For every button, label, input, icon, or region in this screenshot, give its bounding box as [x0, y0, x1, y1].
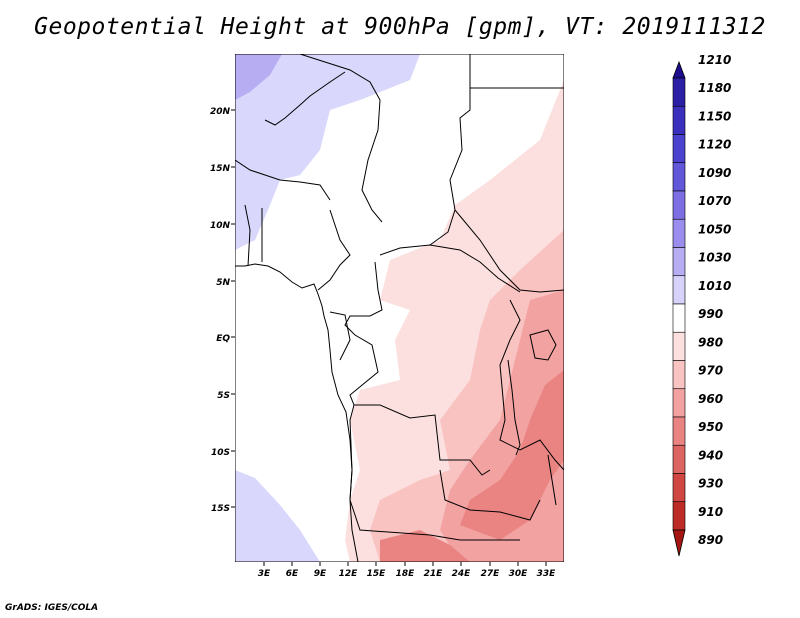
lon-label: 6E	[286, 569, 299, 579]
colorbar-labels: 1210 1180 1150 1120 1090 1070 1050 1030 1010 990 9…	[698, 53, 731, 547]
colorbar-cell	[672, 134, 686, 164]
colorbar-label: 940	[698, 448, 723, 462]
lat-label: 15S	[211, 504, 230, 514]
niger-border	[299, 54, 383, 223]
nigeria-cameroon-border	[317, 209, 351, 291]
lon-label: 30E	[509, 569, 529, 579]
colorbar-label: 1150	[698, 109, 731, 123]
colorbar-cell	[672, 331, 686, 361]
lon-label: 15E	[367, 569, 387, 579]
colorbar-cell	[672, 416, 686, 446]
lon-label: 24E	[452, 569, 472, 579]
lat-axis: 20N 15N 10N 5N EQ 5S 10S 15S	[210, 107, 235, 514]
colorbar-label: 960	[698, 392, 723, 406]
angola-border	[349, 404, 520, 541]
mali-border	[264, 71, 346, 126]
shade-region-1010-south	[235, 470, 320, 562]
shade-region-1010	[235, 54, 420, 250]
lon-label: 12E	[339, 569, 359, 579]
colorbar-label: 950	[698, 420, 723, 434]
lon-label: 3E	[258, 569, 271, 579]
colorbar-label: 1010	[698, 279, 731, 293]
colorbar-label: 930	[698, 477, 723, 491]
ghana-border	[244, 204, 263, 267]
country-borders	[235, 54, 564, 562]
colorbar-label: 1120	[698, 138, 731, 152]
west-sahara-border	[235, 159, 331, 201]
shade-region-1030	[235, 54, 282, 100]
grads-credit: GrADS: IGES/COLA	[5, 603, 99, 613]
lat-label: 10N	[210, 221, 231, 231]
lat-label: 5N	[216, 278, 230, 288]
map-plot-area	[235, 54, 564, 562]
colorbar-cells	[672, 77, 686, 531]
lon-label: 18E	[396, 569, 416, 579]
lon-label: 21E	[424, 569, 444, 579]
colorbar-label: 1180	[698, 81, 731, 95]
colorbar-cell	[672, 388, 686, 418]
lake-malawi	[547, 454, 557, 506]
lon-label: 9E	[314, 569, 327, 579]
lat-label: 15N	[210, 164, 231, 174]
colorbar-cell	[672, 77, 686, 107]
shade-region-960	[460, 370, 564, 540]
lake-tanganyika	[507, 359, 521, 456]
colorbar-label: 990	[698, 307, 723, 321]
colorbar-label: 910	[698, 505, 723, 519]
shade-region-960-south	[380, 530, 470, 562]
colorbar-label: 1030	[698, 251, 731, 265]
sudan-border	[454, 209, 564, 293]
lon-axis: 3E 6E 9E 12E 15E 18E 21E 24E 27E 30E 33E	[258, 562, 556, 579]
colorbar-cell	[672, 501, 686, 531]
colorbar-cell	[672, 275, 686, 305]
lat-label: 10S	[211, 448, 230, 458]
gabon-border	[329, 311, 351, 361]
colorbar-label: 1050	[698, 222, 731, 236]
colorbar-label: 1210	[698, 53, 731, 67]
colorbar-cell	[672, 360, 686, 390]
colorbar-top-arrow	[672, 60, 686, 79]
zambia-border	[439, 469, 541, 521]
lon-label: 27E	[481, 569, 501, 579]
east-border	[499, 299, 564, 471]
colorbar-cell	[672, 303, 686, 333]
chad-border	[429, 54, 471, 246]
lake-victoria	[529, 329, 557, 361]
map-title: Geopotential Height at 900hPa [gpm], VT:…	[34, 14, 766, 40]
colorbar-cell	[672, 162, 686, 192]
colorbar-cell	[672, 444, 686, 474]
colorbar: 1210 1180 1150 1120 1090 1070 1050 1030 1010 990 9…	[672, 53, 731, 557]
colorbar-cell	[672, 218, 686, 248]
congo-border	[344, 261, 491, 476]
colorbar-cell	[672, 247, 686, 277]
colorbar-label: 890	[698, 533, 723, 547]
lat-label: 20N	[210, 107, 231, 117]
lat-label: EQ	[216, 334, 230, 344]
colorbar-label: 980	[698, 335, 723, 349]
lon-label: 33E	[537, 569, 557, 579]
car-border	[379, 244, 521, 293]
colorbar-cell	[672, 190, 686, 220]
lat-label: 5S	[217, 391, 230, 401]
colorbar-cell	[672, 473, 686, 503]
colorbar-cell	[672, 105, 686, 135]
colorbar-label: 1090	[698, 166, 731, 180]
colorbar-label: 1070	[698, 194, 731, 208]
colorbar-label: 970	[698, 364, 723, 378]
colorbar-bottom-arrow	[672, 529, 686, 557]
